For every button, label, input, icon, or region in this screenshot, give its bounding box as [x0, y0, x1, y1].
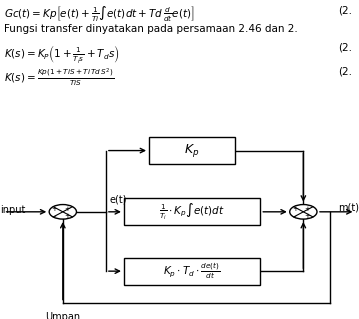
FancyBboxPatch shape	[124, 258, 260, 285]
Text: +: +	[64, 206, 70, 212]
Text: $K_p\cdot T_d\cdot\frac{de(t)}{dt}$: $K_p\cdot T_d\cdot\frac{de(t)}{dt}$	[163, 261, 221, 281]
FancyBboxPatch shape	[149, 137, 235, 164]
Text: m(t): m(t)	[338, 203, 359, 213]
Circle shape	[290, 204, 317, 219]
Text: -: -	[53, 213, 56, 219]
Text: $Gc(t) = Kp\left[e(t) + \frac{1}{Ti}\int e(t)dt + Td\,\frac{d}{dt}e(t)\right]$: $Gc(t) = Kp\left[e(t) + \frac{1}{Ti}\int…	[4, 5, 194, 25]
Text: (2.: (2.	[338, 67, 352, 77]
Text: $K_p$: $K_p$	[185, 142, 200, 159]
Text: Fungsi transfer dinyatakan pada persamaan 2.46 dan 2.: Fungsi transfer dinyatakan pada persamaa…	[4, 24, 297, 34]
Text: Umpan
Balik: Umpan Balik	[45, 312, 80, 319]
Circle shape	[49, 204, 76, 219]
Text: $\frac{1}{T_i}\cdot K_p\int e(t)dt$: $\frac{1}{T_i}\cdot K_p\int e(t)dt$	[159, 202, 225, 222]
Text: $K(s) = K_P\left(1 + \frac{1}{T_i s} + T_d s\right)$: $K(s) = K_P\left(1 + \frac{1}{T_i s} + T…	[4, 43, 119, 65]
Text: (2.: (2.	[338, 43, 352, 53]
Text: -: -	[294, 213, 297, 219]
Text: +: +	[304, 213, 311, 219]
Text: input: input	[0, 205, 25, 215]
Text: (2.: (2.	[338, 5, 352, 15]
Text: $K(s) = \frac{Kp(1+TiS+Ti\,Td\,S^2)}{TiS}$: $K(s) = \frac{Kp(1+TiS+Ti\,Td\,S^2)}{TiS…	[4, 67, 114, 88]
Text: +: +	[292, 206, 298, 212]
FancyBboxPatch shape	[124, 198, 260, 225]
Text: +: +	[64, 213, 70, 219]
Text: +: +	[304, 206, 311, 212]
Text: e(t): e(t)	[109, 194, 127, 204]
Text: +: +	[52, 206, 57, 212]
